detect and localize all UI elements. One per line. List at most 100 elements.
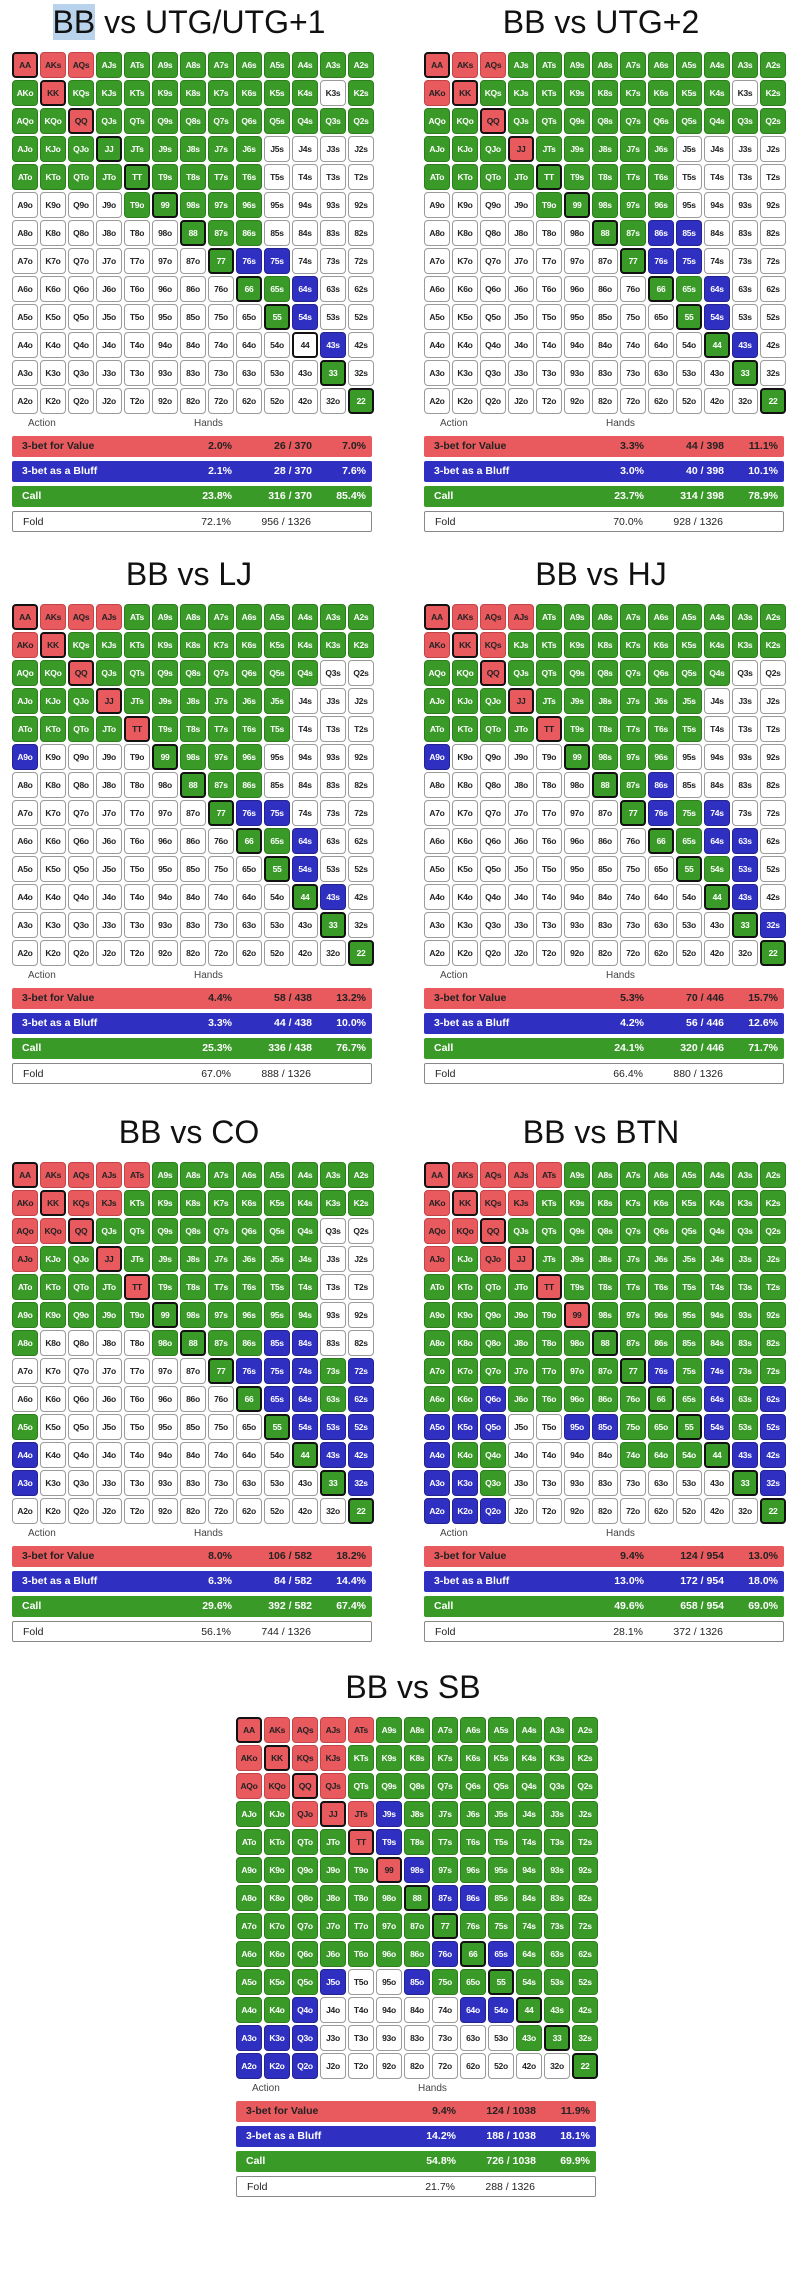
hand-cell: J5s xyxy=(264,688,290,714)
hand-cell: J3o xyxy=(320,2025,346,2051)
stat-fold-frac: 888 / 1326 xyxy=(261,1068,311,1080)
hand-cell: KQo xyxy=(40,660,66,686)
hand-cell: T3o xyxy=(124,912,150,938)
hand-cell: J2o xyxy=(96,1498,122,1524)
hand-cell: AJo xyxy=(12,1246,38,1272)
hand-cell: 88 xyxy=(592,220,618,246)
hand-cell: Q2s xyxy=(572,1773,598,1799)
hand-cell: 76s xyxy=(648,248,674,274)
hand-cell: 92s xyxy=(348,744,374,770)
hand-cell: 87s xyxy=(208,220,234,246)
hand-cell: 74o xyxy=(620,332,646,358)
hand-cell: AKs xyxy=(452,52,478,78)
hand-cell: 96s xyxy=(460,1857,486,1883)
hand-cell: AKo xyxy=(12,80,38,106)
hand-cell: KQs xyxy=(68,1190,94,1216)
hand-cell: 55 xyxy=(264,304,290,330)
hand-cell: A8o xyxy=(12,1330,38,1356)
hand-cell: K2o xyxy=(264,2053,290,2079)
hand-cell: T8o xyxy=(124,1330,150,1356)
hand-cell: A4o xyxy=(12,884,38,910)
hand-cell: T9o xyxy=(124,192,150,218)
hand-cell: 84o xyxy=(180,1442,206,1468)
hand-cell: AQs xyxy=(480,604,506,630)
hand-cell: J6s xyxy=(648,1246,674,1272)
hand-cell: TT xyxy=(536,1274,562,1300)
hand-cell: JTo xyxy=(508,716,534,742)
hand-cell: 94s xyxy=(516,1857,542,1883)
stat-bluff-frac: 84 / 582 xyxy=(274,1575,312,1587)
stat-bluff-label: 3-bet as a Bluff xyxy=(434,1575,510,1587)
hand-cell: T6o xyxy=(536,276,562,302)
hand-cell: 87o xyxy=(592,800,618,826)
title-text: vs UTG/UTG+1 xyxy=(95,4,326,40)
hand-cell: 99 xyxy=(564,1302,590,1328)
hand-cell: 84o xyxy=(404,1997,430,2023)
hand-cell: J4s xyxy=(516,1801,542,1827)
hand-cell: J4o xyxy=(96,884,122,910)
hand-cell: Q2o xyxy=(292,2053,318,2079)
hand-cell: 64s xyxy=(704,828,730,854)
hand-cell: 96o xyxy=(152,828,178,854)
hand-cell: K8o xyxy=(40,1330,66,1356)
hand-cell: 98o xyxy=(564,772,590,798)
hand-cell: 94o xyxy=(564,884,590,910)
hand-cell: T4s xyxy=(704,1274,730,1300)
hand-cell: A6s xyxy=(236,604,262,630)
hand-cell: AKs xyxy=(264,1717,290,1743)
hand-cell: J6o xyxy=(96,1386,122,1412)
stat-row-fold: Fold 28.1% 372 / 1326 xyxy=(424,1621,784,1642)
hand-cell: 64s xyxy=(704,1386,730,1412)
hand-cell: QTo xyxy=(480,1274,506,1300)
hand-cell: 93s xyxy=(732,1302,758,1328)
hand-cell: 76o xyxy=(620,828,646,854)
hand-cell: T4s xyxy=(292,164,318,190)
hand-cell: A6s xyxy=(648,52,674,78)
hand-cell: 99 xyxy=(376,1857,402,1883)
stat-row-bluff: 3-bet as a Bluff 13.0% 172 / 954 18.0% xyxy=(424,1571,784,1592)
hand-cell: K3o xyxy=(452,912,478,938)
hand-cell: J3o xyxy=(96,360,122,386)
hand-cell: 42o xyxy=(704,388,730,414)
hand-cell: T4s xyxy=(704,716,730,742)
hand-cell: T5o xyxy=(536,304,562,330)
hand-cell: AQo xyxy=(236,1773,262,1799)
hand-cell: 93s xyxy=(320,1302,346,1328)
legend-hands-label: Hands xyxy=(194,1528,223,1539)
stat-value-label: 3-bet for Value xyxy=(22,992,95,1004)
hand-cell: 72s xyxy=(348,1358,374,1384)
hand-cell: AJo xyxy=(424,1246,450,1272)
hand-cell: Q7s xyxy=(208,1218,234,1244)
hand-cell: Q9o xyxy=(480,744,506,770)
legend-action-label: Action xyxy=(28,418,56,429)
title-text: BB vs BTN xyxy=(522,1114,680,1150)
stat-fold-label: Fold xyxy=(435,516,456,528)
hand-cell: T3o xyxy=(124,360,150,386)
hand-cell: AQs xyxy=(68,604,94,630)
hand-cell: KQs xyxy=(68,80,94,106)
hand-cell: 64o xyxy=(460,1997,486,2023)
hand-cell: A6o xyxy=(12,828,38,854)
hand-cell: 72o xyxy=(620,1498,646,1524)
hand-cell: A3o xyxy=(12,360,38,386)
hand-cell: 98o xyxy=(152,772,178,798)
hand-cell: J6o xyxy=(96,276,122,302)
stat-bluff-label: 3-bet as a Bluff xyxy=(22,1017,98,1029)
hand-cell: Q6s xyxy=(648,660,674,686)
hand-cell: J5s xyxy=(264,136,290,162)
hand-cell: J8s xyxy=(180,136,206,162)
hand-cell: T2s xyxy=(760,1274,786,1300)
hand-cell: Q7s xyxy=(208,108,234,134)
hand-cell: Q5s xyxy=(488,1773,514,1799)
hand-cell: QTs xyxy=(536,108,562,134)
hand-cell: QJo xyxy=(68,136,94,162)
hand-cell: Q3s xyxy=(320,1218,346,1244)
hand-cell: 52s xyxy=(760,1414,786,1440)
hand-cell: Q8s xyxy=(180,660,206,686)
hand-cell: 84o xyxy=(180,332,206,358)
hand-cell: 63s xyxy=(732,828,758,854)
stat-call-pct: 23.7% xyxy=(614,490,644,502)
hand-cell: JJ xyxy=(96,688,122,714)
stat-call-frac: 726 / 1038 xyxy=(486,2155,536,2167)
hand-cell: AJo xyxy=(236,1801,262,1827)
